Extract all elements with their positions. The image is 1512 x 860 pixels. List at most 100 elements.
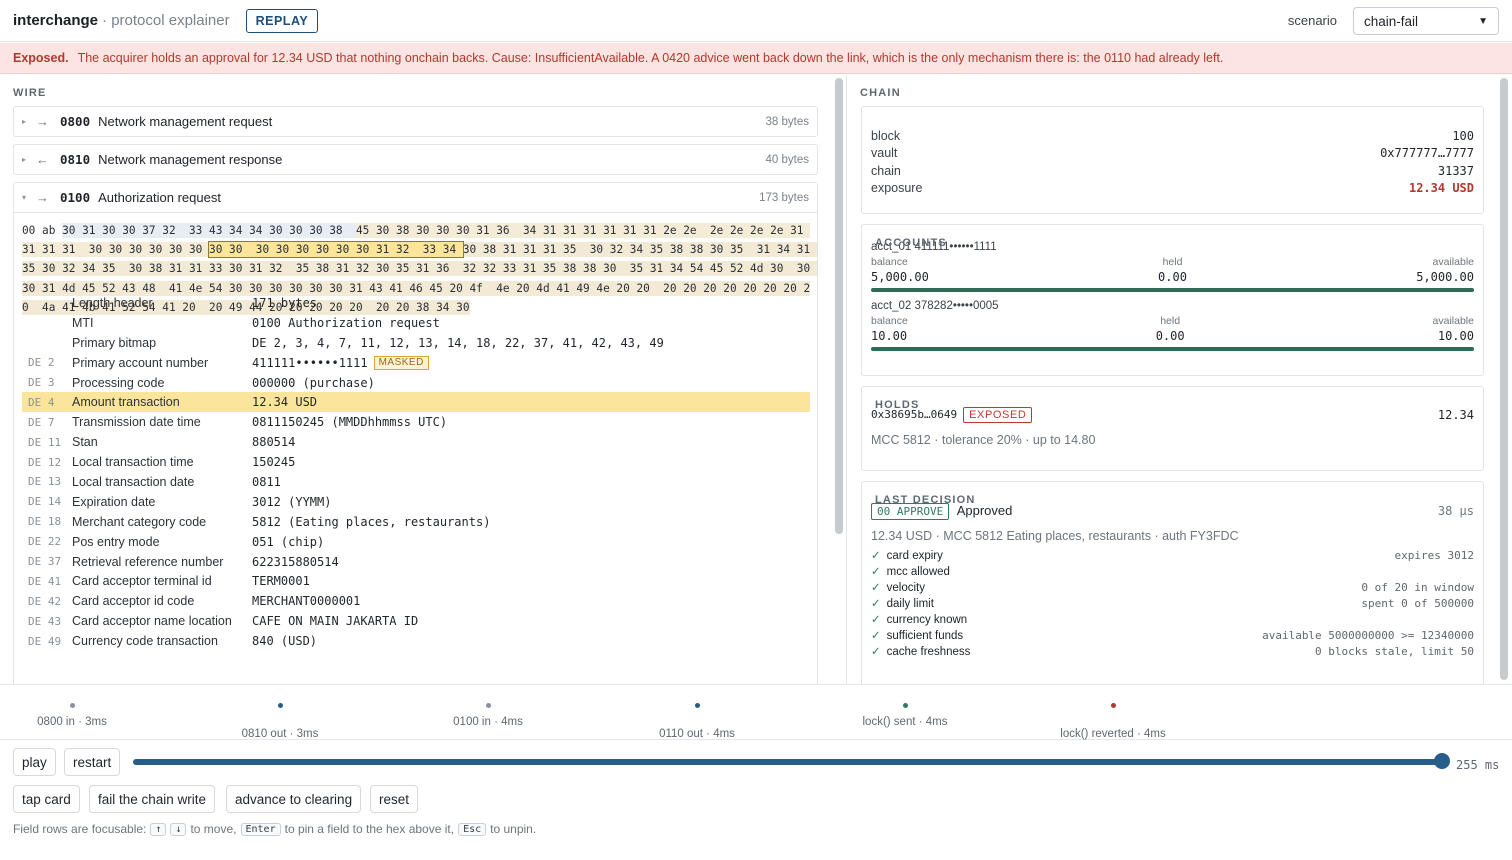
field-row[interactable]: DE 14 Expiration date 3012 (YYMM)	[22, 492, 810, 512]
summary-key: exposure	[871, 181, 923, 196]
event-label: 0110 out · 4ms	[659, 728, 735, 740]
message-bytes: 173 bytes	[759, 191, 809, 204]
field-value: 3012 (YYMM)	[252, 494, 332, 509]
key-down: ↓	[170, 822, 187, 836]
timeline-event[interactable]: 0100 in · 4ms	[408, 703, 568, 728]
field-row[interactable]: MTI 0100 Authorization request	[22, 313, 810, 333]
check-icon: ✓	[871, 550, 881, 562]
direction-icon: →	[36, 190, 49, 205]
event-label: 0810 out · 3ms	[241, 728, 319, 740]
timeline-event[interactable]: lock() sent · 4ms	[825, 703, 985, 728]
scenario-select[interactable]: chain-fail ▼	[1353, 7, 1499, 35]
summary-exposure: exposure 12.34 USD	[871, 180, 1474, 198]
field-value: 622315880514	[252, 554, 339, 569]
field-name: Card acceptor id code	[72, 594, 195, 609]
time-slider-handle[interactable]	[1434, 753, 1450, 769]
hold-row[interactable]: 0x38695b…0649 EXPOSED 12.34	[871, 405, 1474, 425]
field-row[interactable]: DE 7 Transmission date time 0811150245 (MM…	[22, 412, 810, 432]
time-slider-track[interactable]	[133, 759, 1443, 765]
exposure-value: 12.34 USD	[1408, 181, 1474, 196]
play-button[interactable]: play	[13, 748, 56, 776]
field-row[interactable]: DE 42 Card acceptor id code MERCHANT000000…	[22, 591, 810, 611]
message-name: Network management request	[98, 114, 273, 129]
chain-scrollbar[interactable]	[1500, 78, 1508, 680]
timeline-event[interactable]: 0800 in · 3ms	[0, 703, 152, 728]
wire-scrollbar[interactable]	[835, 78, 843, 534]
restart-button[interactable]: restart	[64, 748, 121, 776]
check-row: ✓ sufficient funds available 5000000000 >=…	[871, 627, 1474, 643]
decision-summary: 12.34 USD · MCC 5812 Eating places, rest…	[871, 529, 1239, 543]
field-name: Pos entry mode	[72, 534, 160, 549]
hex-mti: 30 31 30 30	[62, 223, 143, 238]
field-name: MTI	[72, 315, 94, 330]
banner-title: Exposed.	[13, 51, 69, 65]
hex-dump: 00 ab 30 31 30 30 37 32 33 43 34 34 30 3…	[22, 221, 817, 317]
field-row[interactable]: Length header 171 bytes	[22, 293, 810, 313]
reset-button[interactable]: reset	[370, 785, 419, 813]
hold-amount: 12.34	[1437, 408, 1474, 422]
fail-chain-write-button[interactable]: fail the chain write	[89, 785, 216, 813]
held-label: held	[1160, 315, 1181, 327]
field-name: Primary bitmap	[72, 335, 157, 350]
key-enter: Enter	[240, 822, 281, 836]
message-row-0810[interactable]: ▸ ← 0810 Network management response 40 …	[13, 144, 818, 175]
field-row[interactable]: DE 49 Currency code transaction 840 (USD)	[22, 631, 810, 651]
field-row[interactable]: DE 12 Local transaction time 150245	[22, 452, 810, 472]
field-row[interactable]: DE 22 Pos entry mode 051 (chip)	[22, 532, 810, 552]
holds-card: HOLDS 0x38695b…0649 EXPOSED 12.34 MCC 581…	[861, 386, 1484, 471]
advance-to-clearing-button[interactable]: advance to clearing	[226, 785, 362, 813]
timeline-event[interactable]: lock() reverted · 4ms	[1033, 703, 1193, 740]
replay-button[interactable]: REPLAY	[245, 8, 319, 33]
field-name: Card acceptor name location	[72, 614, 232, 629]
field-name: Amount transaction	[72, 395, 180, 410]
field-value: CAFE ON MAIN JAKARTA ID	[252, 614, 419, 629]
field-name: Currency code transaction	[72, 634, 218, 649]
field-row[interactable]: DE 13 Local transaction date 0811	[22, 472, 810, 492]
field-row[interactable]: DE 43 Card acceptor name location CAFE ON …	[22, 611, 810, 631]
check-icon: ✓	[871, 566, 881, 578]
check-value: available 5000000000 >= 12340000	[1262, 628, 1474, 642]
summary-key: block	[871, 128, 901, 143]
decision-heading: LAST DECISION	[875, 494, 976, 506]
timeline-event[interactable]: 0810 out · 3ms	[200, 703, 360, 740]
summary-value: 0x777777…7777	[1380, 146, 1474, 161]
help-text: Field rows are focusable:	[13, 822, 147, 836]
field-list: Length header 171 bytes MTI 0100 Authorizat…	[22, 293, 810, 651]
field-de: DE 18	[28, 515, 62, 529]
check-row: ✓ mcc allowed	[871, 563, 1474, 579]
account-id: acct_02 378282•••••0005	[871, 300, 999, 312]
check-value: spent 0 of 500000	[1361, 596, 1474, 610]
field-value: 000000 (purchase)	[252, 375, 375, 390]
message-name: Network management response	[98, 152, 283, 167]
field-name: Length header	[72, 295, 153, 310]
field-row[interactable]: DE 18 Merchant category code 5812 (Eating …	[22, 512, 810, 532]
field-row[interactable]: DE 41 Card acceptor terminal id TERM0001	[22, 571, 810, 591]
check-row: ✓ velocity 0 of 20 in window	[871, 579, 1474, 595]
account-row[interactable]: acct_02 378282•••••0005 balance 10.00 hel…	[871, 300, 1474, 351]
timeline-event[interactable]: 0110 out · 4ms	[617, 703, 777, 740]
hex-bitmap: 37 32 33 43 34 34 30 30 30 38	[142, 223, 356, 238]
field-row[interactable]: DE 11 Stan 880514	[22, 432, 810, 452]
message-mti: 0100	[60, 190, 91, 205]
field-value: 840 (USD)	[252, 634, 318, 649]
field-value: 150245	[252, 455, 296, 470]
field-row[interactable]: DE 4 Amount transaction 12.34 USD	[22, 392, 810, 413]
message-row-0800[interactable]: ▸ → 0800 Network management request 38 b…	[13, 106, 818, 137]
available-bar	[871, 288, 1474, 292]
chevron-down-icon: ▼	[1478, 15, 1488, 27]
message-bytes: 40 bytes	[765, 153, 809, 166]
field-row[interactable]: DE 2 Primary account number 411111••••••11…	[22, 353, 810, 373]
field-row[interactable]: DE 3 Processing code 000000 (purchase)	[22, 373, 810, 393]
message-row-0100[interactable]: ▾ → 0100 Authorization request 173 bytes	[14, 183, 817, 213]
field-row[interactable]: Primary bitmap DE 2, 3, 4, 7, 11, 12, 13,…	[22, 333, 810, 353]
check-icon: ✓	[871, 582, 881, 594]
field-de: DE 14	[28, 495, 62, 509]
summary-block: block 100	[871, 127, 1474, 145]
balance-value: 5,000.00	[871, 270, 929, 284]
available-value: 5,000.00	[1416, 270, 1474, 284]
field-row[interactable]: DE 37 Retrieval reference number 622315880…	[22, 552, 810, 572]
message-name: Authorization request	[98, 190, 221, 205]
tap-card-button[interactable]: tap card	[13, 785, 80, 813]
account-row[interactable]: acct_01 411111••••••1111 balance 5,000.00…	[871, 241, 1474, 292]
event-dot	[902, 703, 908, 708]
